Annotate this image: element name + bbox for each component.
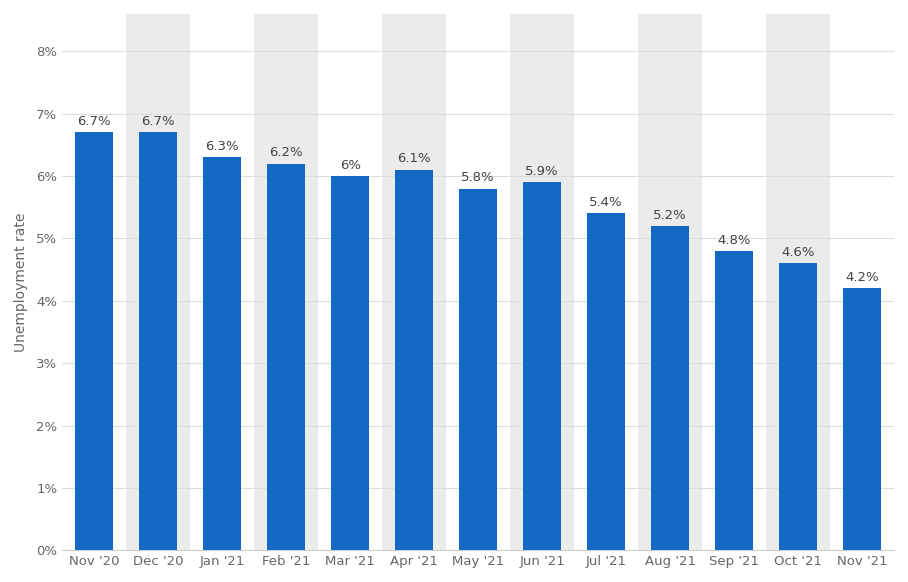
Text: 4.6%: 4.6%	[782, 246, 814, 259]
Y-axis label: Unemployment rate: Unemployment rate	[14, 212, 28, 352]
Bar	[638, 14, 702, 550]
Bar	[523, 182, 561, 550]
Bar	[651, 226, 689, 550]
Text: 6.2%: 6.2%	[270, 146, 303, 159]
Bar	[843, 288, 882, 550]
Bar	[459, 189, 498, 550]
Bar	[190, 14, 254, 550]
Bar	[318, 14, 382, 550]
Bar	[126, 14, 190, 550]
Bar	[715, 251, 754, 550]
Bar	[574, 14, 638, 550]
Bar	[779, 264, 817, 550]
Bar	[830, 14, 894, 550]
Text: 5.2%: 5.2%	[653, 208, 687, 222]
Bar	[766, 14, 830, 550]
Bar	[382, 14, 446, 550]
Bar	[446, 14, 510, 550]
Bar	[587, 214, 626, 550]
Bar	[63, 14, 126, 550]
Text: 5.9%: 5.9%	[526, 165, 559, 178]
Text: 6.1%: 6.1%	[398, 152, 431, 165]
Bar	[267, 164, 305, 550]
Bar	[702, 14, 766, 550]
Text: 4.8%: 4.8%	[717, 233, 751, 247]
Text: 5.8%: 5.8%	[461, 171, 495, 184]
Text: 6.7%: 6.7%	[77, 115, 111, 128]
Bar	[139, 132, 177, 550]
Text: 4.2%: 4.2%	[845, 271, 879, 284]
Bar	[75, 132, 114, 550]
Bar	[510, 14, 574, 550]
Bar	[331, 176, 370, 550]
Text: 6.7%: 6.7%	[142, 115, 175, 128]
Bar	[203, 157, 242, 550]
Bar	[395, 170, 433, 550]
Text: 6.3%: 6.3%	[205, 140, 239, 153]
Text: 6%: 6%	[340, 159, 360, 172]
Bar	[254, 14, 318, 550]
Text: 5.4%: 5.4%	[589, 196, 623, 209]
